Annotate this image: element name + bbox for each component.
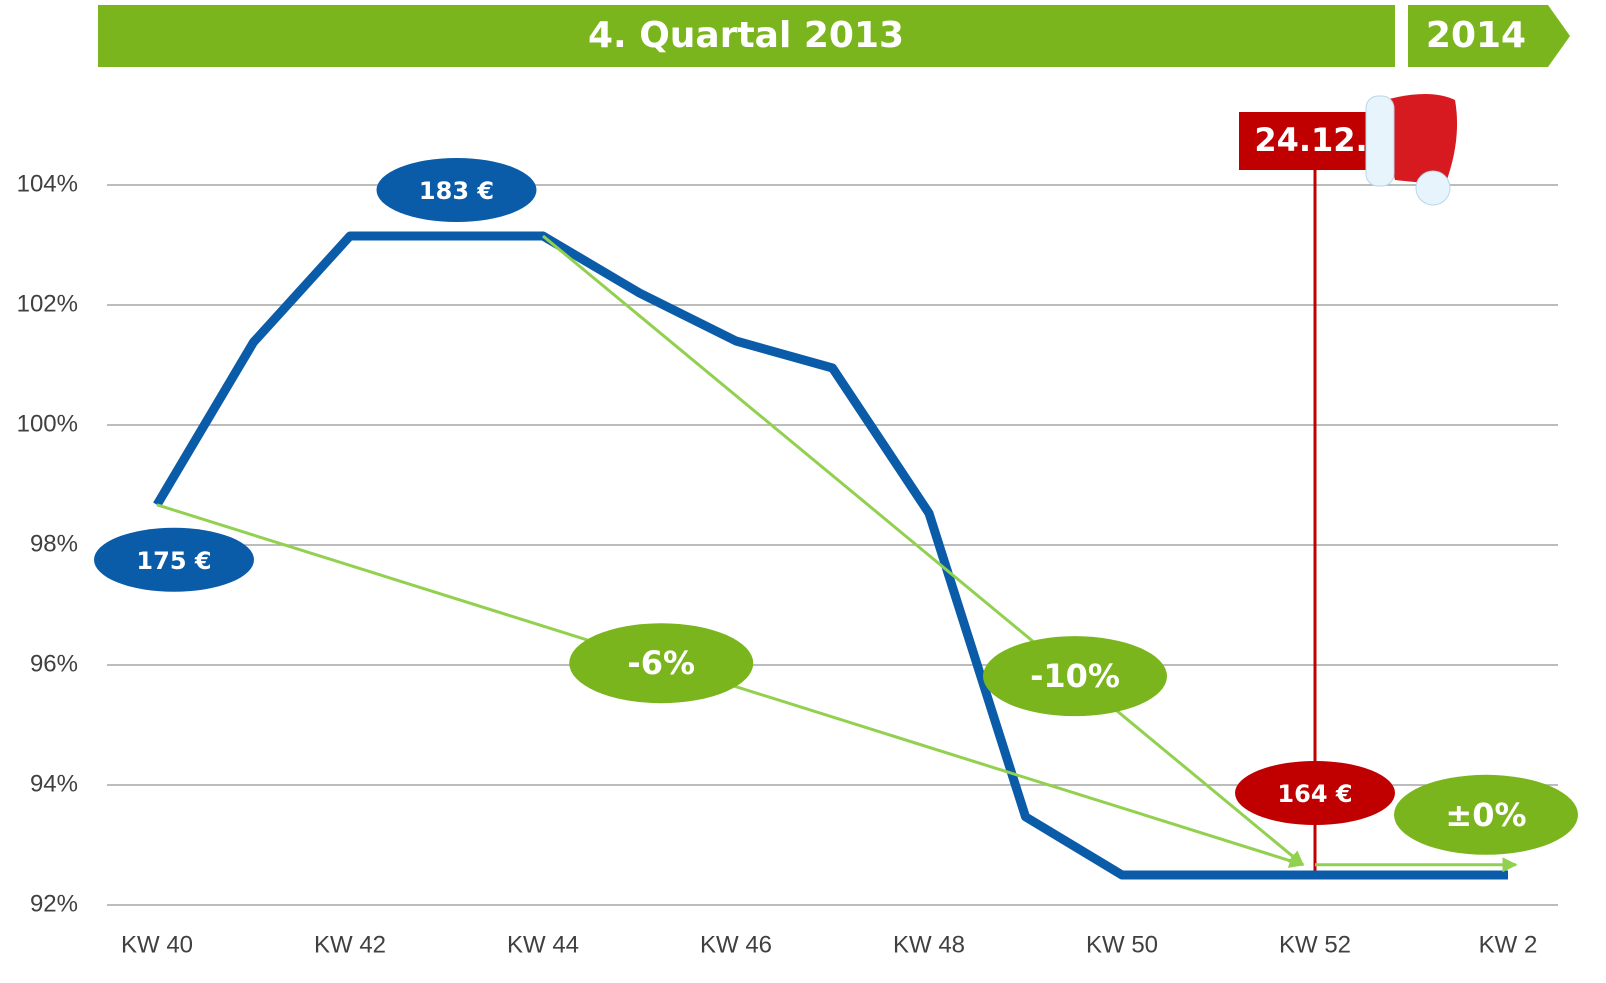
- trend-label: -6%: [627, 644, 695, 682]
- value-bubble: [94, 527, 254, 592]
- trend-label: ±0%: [1445, 796, 1526, 834]
- y-tick-label: 92%: [30, 890, 78, 917]
- x-tick-label: KW 2: [1479, 931, 1538, 958]
- header-title: 4. Quartal 2013: [588, 15, 904, 56]
- marker-box: [1239, 112, 1377, 170]
- value-bubble: [1235, 761, 1395, 825]
- trend-label: -10%: [1030, 657, 1120, 695]
- value-label: 175 €: [136, 547, 211, 575]
- header: 4. Quartal 2013 2014: [98, 5, 1570, 67]
- value-bubble: [376, 158, 537, 222]
- header-arrow: [1408, 5, 1570, 67]
- x-tick-label: KW 46: [700, 931, 772, 958]
- value-label: 183 €: [419, 177, 494, 205]
- x-tick-label: KW 48: [893, 931, 965, 958]
- header-next: 2014: [1426, 15, 1526, 56]
- x-tick-label: KW 40: [121, 931, 193, 958]
- y-tick-label: 94%: [30, 770, 78, 797]
- y-tick-label: 100%: [17, 410, 78, 437]
- marker-label: 24.12.: [1254, 121, 1367, 159]
- trend-bubble: [569, 623, 754, 704]
- trend-bubble: [983, 636, 1167, 717]
- x-tick-label: KW 42: [314, 931, 386, 958]
- santa-hat: [1365, 94, 1458, 206]
- y-tick-label: 96%: [30, 650, 78, 677]
- plot: 92% 94% 96% 98% 100% 102% 104% KW 40 KW 42 KW 44 K…: [17, 112, 1578, 958]
- y-tick-label: 98%: [30, 530, 78, 557]
- x-tick-label: KW 44: [507, 931, 579, 958]
- header-bar: [98, 5, 1395, 67]
- y-tick-label: 104%: [17, 170, 78, 197]
- y-tick-label: 102%: [17, 290, 78, 317]
- series-line: [153, 231, 1508, 880]
- trend-arrow: [542, 234, 1305, 866]
- x-tick-label: KW 52: [1279, 931, 1351, 958]
- trend-bubble: [1394, 774, 1578, 855]
- value-label: 164 €: [1277, 780, 1352, 808]
- x-tick-label: KW 50: [1086, 931, 1158, 958]
